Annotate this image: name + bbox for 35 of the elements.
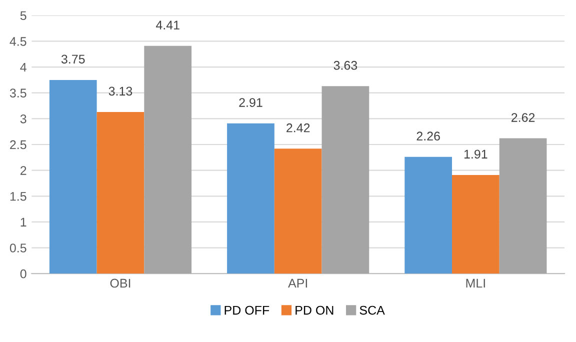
- bar: [96, 112, 144, 274]
- x-tick-label: OBI: [110, 278, 130, 288]
- y-tick-label: 2: [20, 166, 26, 175]
- data-label: 3.63: [334, 60, 358, 70]
- bar: [227, 123, 274, 274]
- bar: [274, 148, 322, 274]
- bar: [49, 80, 97, 274]
- bar: [404, 156, 452, 274]
- data-label: 1.91: [464, 150, 488, 159]
- y-tick-label: 1.5: [10, 192, 26, 201]
- y-tick-label: 3.5: [10, 88, 26, 98]
- data-label: 2.42: [286, 123, 310, 132]
- data-label: 2.91: [239, 98, 262, 107]
- y-tick-label: 4.5: [10, 37, 26, 46]
- bar: [322, 86, 370, 274]
- y-tick-label: 2.5: [10, 140, 26, 150]
- legend-label: PD OFF: [224, 306, 270, 315]
- data-label: 3.75: [61, 54, 85, 64]
- bar: [452, 174, 500, 274]
- data-label: 4.41: [156, 20, 180, 30]
- data-label: 2.62: [512, 113, 535, 122]
- y-tick-label: 3: [20, 114, 26, 124]
- data-label: 3.13: [108, 86, 132, 96]
- x-tick-label: MLI: [466, 278, 485, 288]
- legend-label: PD ON: [296, 306, 334, 315]
- y-tick-label: 5: [20, 11, 26, 20]
- y-tick-label: 4: [20, 62, 26, 72]
- y-tick-label: 0: [20, 269, 26, 278]
- x-tick-label: API: [288, 278, 307, 288]
- bar: [499, 138, 547, 274]
- data-label: 2.26: [416, 132, 440, 141]
- y-tick-label: 1: [20, 218, 26, 226]
- bar: [144, 46, 192, 274]
- y-tick-label: 0.5: [10, 244, 26, 252]
- legend-label: SCA: [360, 306, 385, 315]
